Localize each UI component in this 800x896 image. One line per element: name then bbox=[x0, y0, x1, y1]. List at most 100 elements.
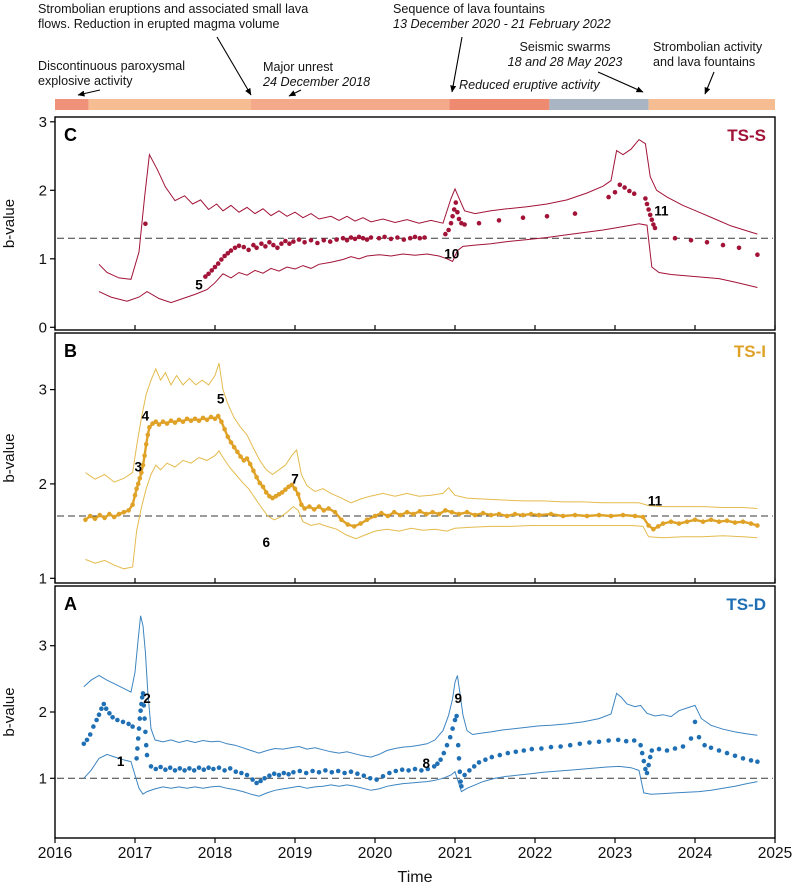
data-point bbox=[289, 482, 295, 488]
data-point bbox=[496, 511, 502, 517]
annotation-reduced-activity: Reduced eruptive activity bbox=[459, 78, 600, 93]
data-point bbox=[438, 757, 443, 762]
callout-arrow-lava-fountains bbox=[450, 36, 463, 93]
data-point bbox=[644, 770, 650, 776]
data-point bbox=[102, 515, 107, 521]
data-point bbox=[295, 492, 301, 497]
data-point bbox=[724, 518, 730, 523]
x-tick-label: 2020 bbox=[358, 845, 393, 862]
data-point bbox=[596, 739, 602, 745]
activity-bar-segment-lava-fountains-2020-2022 bbox=[449, 99, 550, 110]
data-point bbox=[472, 512, 478, 518]
data-point bbox=[321, 238, 327, 243]
data-point bbox=[177, 766, 183, 771]
cluster-number-label: 8 bbox=[422, 756, 430, 771]
data-point bbox=[134, 486, 139, 492]
callout-arrow-strombolian-activity bbox=[704, 71, 715, 95]
data-point bbox=[676, 521, 682, 526]
data-point bbox=[244, 772, 250, 778]
data-point bbox=[520, 512, 526, 518]
data-point bbox=[488, 512, 494, 518]
data-point bbox=[649, 217, 655, 222]
data-point bbox=[107, 511, 112, 517]
data-point bbox=[260, 484, 266, 490]
data-point bbox=[231, 444, 237, 450]
data-point bbox=[263, 244, 268, 249]
data-point bbox=[376, 235, 382, 241]
data-point bbox=[412, 766, 418, 772]
annotation-text: Strombolian eruptions and associated sma… bbox=[38, 2, 309, 16]
data-point bbox=[164, 421, 170, 426]
data-point bbox=[297, 768, 303, 774]
data-point bbox=[572, 211, 578, 216]
data-point bbox=[702, 742, 707, 748]
activity-bar-segment-unrest-2018-2020 bbox=[251, 99, 450, 110]
data-point bbox=[196, 418, 202, 424]
cluster-number-label: 1 bbox=[117, 754, 125, 769]
data-point bbox=[259, 241, 264, 246]
data-point bbox=[134, 756, 139, 761]
data-point bbox=[192, 416, 198, 422]
data-point bbox=[153, 766, 159, 772]
data-point bbox=[91, 724, 96, 729]
data-point bbox=[327, 239, 333, 244]
y-tick-label: 1 bbox=[39, 770, 47, 787]
cluster-number-label: 5 bbox=[217, 392, 225, 407]
data-point bbox=[250, 777, 255, 782]
data-point bbox=[111, 514, 117, 520]
data-point bbox=[142, 453, 147, 458]
annotation-text: 24 December 2018 bbox=[263, 75, 371, 90]
data-point bbox=[512, 511, 518, 517]
annotation-text: Sequence of lava fountains bbox=[393, 2, 545, 16]
data-point bbox=[239, 770, 244, 776]
data-point bbox=[222, 426, 227, 432]
x-tick-label: 2023 bbox=[598, 845, 632, 862]
data-point bbox=[660, 521, 666, 526]
cluster-number-label: 4 bbox=[142, 409, 150, 424]
data-point bbox=[215, 413, 221, 419]
data-point bbox=[121, 509, 127, 515]
data-point bbox=[96, 712, 102, 717]
annotation-lava-fountains: Sequence of lava fountains 13 December 2… bbox=[393, 2, 611, 32]
data-point bbox=[544, 214, 550, 219]
panel-border-A bbox=[54, 585, 776, 839]
data-point bbox=[740, 519, 746, 524]
data-point bbox=[646, 523, 651, 528]
data-point bbox=[110, 715, 115, 720]
axis-title-bvalue: b-value bbox=[1, 433, 18, 482]
data-point bbox=[355, 771, 360, 776]
data-point bbox=[452, 717, 458, 723]
data-point bbox=[291, 770, 296, 775]
data-point bbox=[577, 741, 583, 747]
panel-border-C bbox=[54, 116, 776, 331]
data-point bbox=[172, 420, 178, 425]
data-point bbox=[188, 418, 194, 424]
cluster-number-label: 3 bbox=[134, 460, 142, 475]
data-point bbox=[489, 754, 495, 760]
data-point bbox=[335, 768, 341, 774]
data-point bbox=[755, 759, 760, 764]
data-point bbox=[233, 769, 239, 774]
data-point bbox=[504, 513, 510, 519]
data-point bbox=[529, 746, 535, 752]
data-point bbox=[740, 756, 746, 761]
data-point bbox=[238, 454, 243, 459]
annotation-text: flows. Reduction in erupted magma volume bbox=[38, 17, 280, 32]
data-point bbox=[323, 768, 328, 773]
data-point bbox=[340, 235, 346, 241]
data-point bbox=[139, 470, 144, 475]
data-point bbox=[344, 238, 350, 243]
y-tick-label: 3 bbox=[39, 114, 47, 131]
annotation-text: Reduced eruptive activity bbox=[459, 78, 600, 92]
data-point bbox=[399, 767, 405, 772]
confidence-band-upper-TS-I bbox=[85, 363, 758, 509]
data-point bbox=[417, 235, 423, 241]
data-point bbox=[329, 770, 335, 775]
data-point bbox=[456, 756, 462, 761]
data-point bbox=[379, 510, 384, 516]
data-point bbox=[334, 237, 339, 242]
data-point bbox=[136, 726, 142, 731]
data-point bbox=[267, 240, 272, 245]
data-point bbox=[649, 748, 655, 753]
data-point bbox=[464, 509, 470, 515]
